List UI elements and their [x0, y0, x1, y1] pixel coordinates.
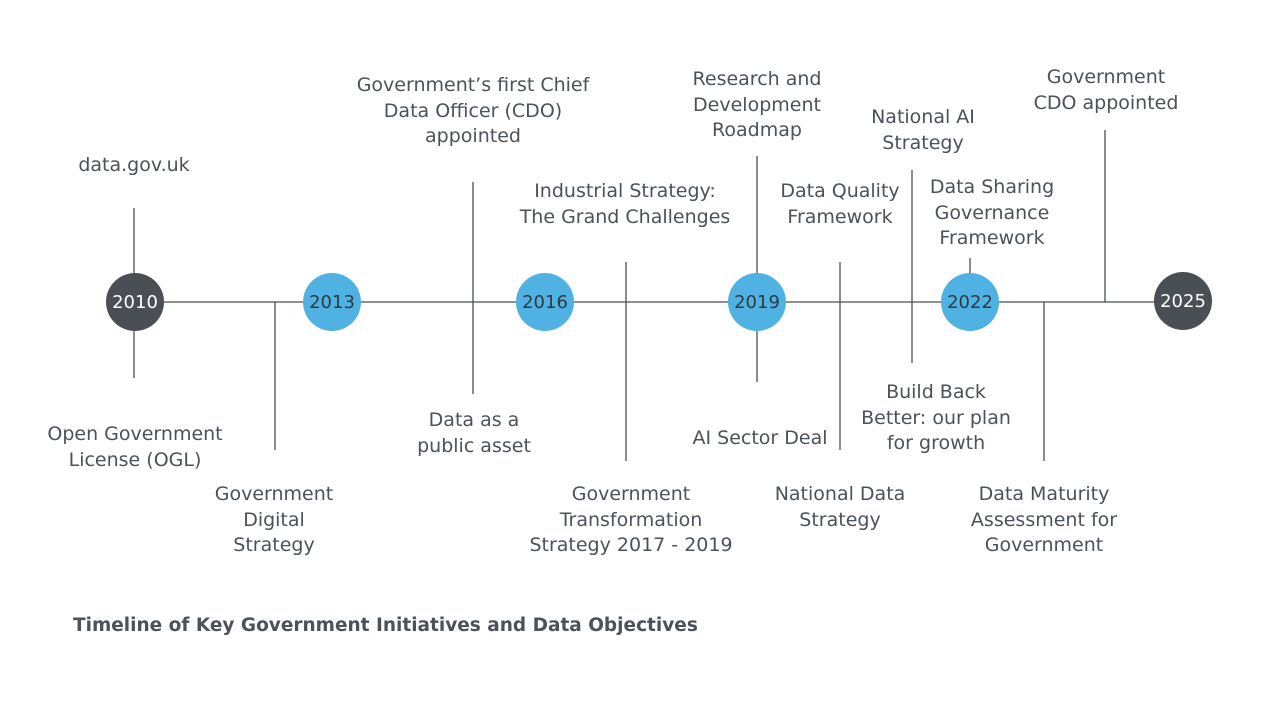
- year-marker-2013: 2013: [303, 273, 361, 331]
- event-data-maturity: Data Maturity Assessment for Government: [970, 483, 1118, 556]
- event-data-quality: Data Quality Framework: [780, 180, 900, 228]
- year-marker-2019: 2019: [728, 273, 786, 331]
- event-build-back: Build Back Better: our plan for growth: [861, 381, 1011, 454]
- event-national-data: National Data Strategy: [774, 483, 906, 531]
- event-gov-digital: Government Digital Strategy: [214, 483, 334, 556]
- event-transformation: Government Transformation Strategy 2017 …: [529, 483, 733, 556]
- event-ogl: Open Government License (OGL): [47, 423, 223, 471]
- event-rnd: Research and Development Roadmap: [692, 68, 822, 141]
- year-marker-2025: 2025: [1154, 272, 1212, 330]
- event-ai-sector: AI Sector Deal: [692, 427, 828, 449]
- event-national-ai: National AI Strategy: [871, 106, 975, 154]
- year-marker-2016: 2016: [516, 273, 574, 331]
- event-public-asset: Data as a public asset: [417, 409, 531, 457]
- event-data-gov-uk: data.gov.uk: [78, 154, 190, 176]
- event-first-cdo: Government’s first Chief Data Officer (C…: [356, 74, 590, 147]
- event-data-sharing: Data Sharing Governance Framework: [929, 176, 1055, 249]
- event-gov-cdo: Government CDO appointed: [1033, 66, 1179, 114]
- diagram-caption: Timeline of Key Government Initiatives a…: [73, 615, 698, 636]
- event-industrial: Industrial Strategy: The Grand Challenge…: [519, 180, 731, 228]
- year-marker-2010: 2010: [106, 273, 164, 331]
- year-marker-2022: 2022: [941, 273, 999, 331]
